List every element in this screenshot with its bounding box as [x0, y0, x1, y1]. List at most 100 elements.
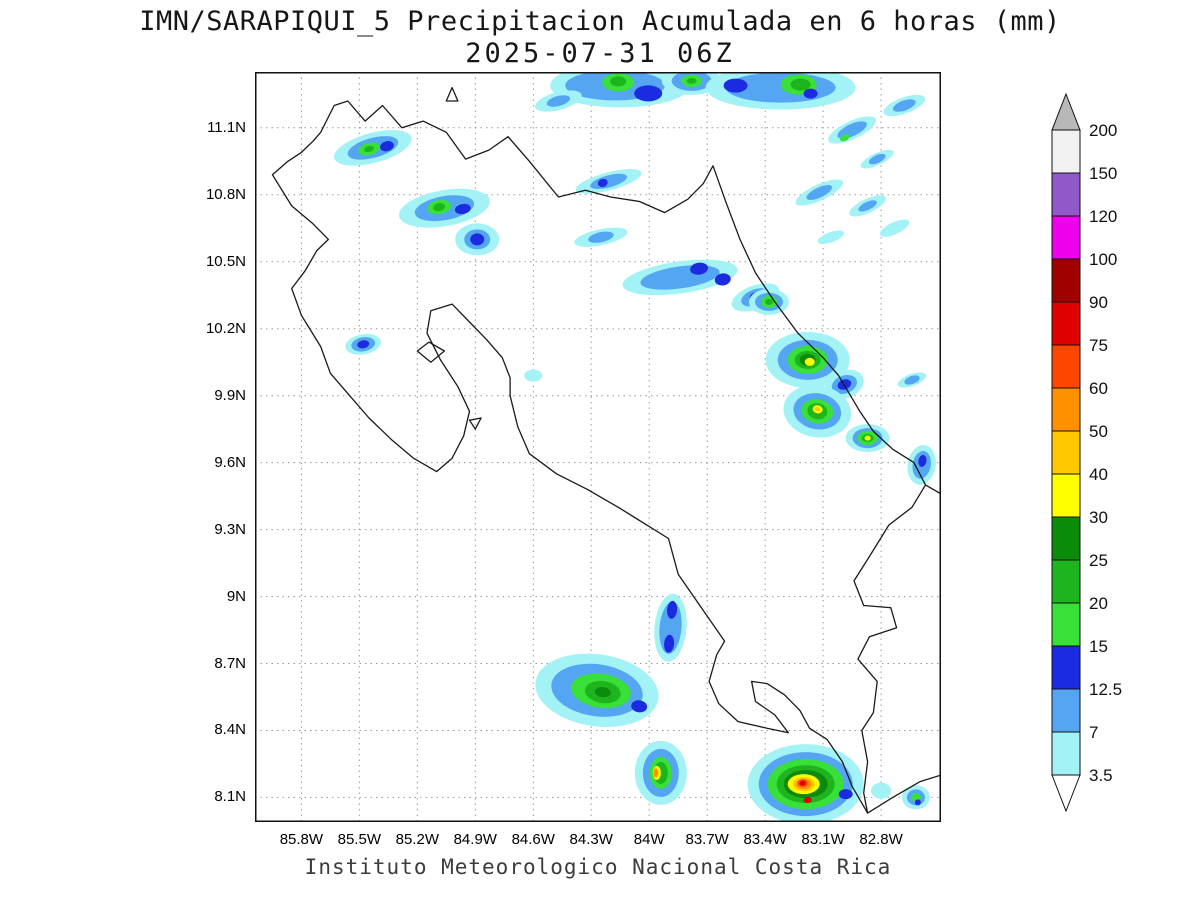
lon-tick-label: 85.2W [395, 831, 439, 848]
precip-cells [334, 72, 936, 822]
precip-layer-7mm [904, 375, 920, 385]
precip-layer-7mm [546, 95, 571, 107]
lat-tick-label: 10.5N [205, 252, 246, 270]
precip-layer-12.5mm [690, 262, 709, 275]
precip-layer-12.5mm [597, 178, 608, 188]
precip-cell-ne-coast-streak-a [795, 179, 844, 206]
colorbar-segment [1051, 172, 1081, 217]
precip-layer-7mm [868, 153, 886, 165]
precip-cell-ne-streak-3 [860, 149, 894, 169]
lat-tick-label: 9.9N [214, 386, 246, 404]
precip-cell-ne-streak-1 [883, 94, 926, 117]
precip-cell-caribbean-top-west [550, 72, 691, 108]
colorbar-label: 75 [1089, 336, 1108, 355]
precip-cell-guanacaste-central [398, 188, 490, 228]
precip-cell-caribbean-coast-cluster-c [783, 385, 852, 438]
coastline-group [271, 86, 941, 814]
lon-tick-label: 84W [633, 831, 665, 848]
precip-cell-ne-coast-streak-d [817, 230, 845, 244]
precip-cell-central-streak-1 [575, 169, 642, 194]
chart-subtitle-date: 2025-07-31 06Z [465, 38, 735, 69]
lon-tick-label: 84.9W [453, 831, 497, 848]
precip-cell-central-streak-2 [574, 227, 628, 247]
lat-tick-label: 8.1N [214, 788, 246, 806]
lon-tick-label: 83.7W [685, 831, 729, 848]
lon-tick-label: 84.3W [569, 831, 613, 848]
precip-layer-12.5mm [918, 455, 927, 467]
precip-cell-caribbean-coast-cluster-a [765, 331, 850, 388]
precip-cell-northern-zone-band [622, 259, 738, 296]
precip-layer-12.5mm [470, 233, 485, 246]
colorbar-segment [1051, 473, 1081, 518]
precip-cell-general-south-streak [654, 593, 687, 662]
chart-title-block: IMN/SARAPIQUI_5 Precipitacion Acumulada … [0, 6, 1200, 69]
colorbar-label: 120 [1089, 207, 1117, 226]
precip-layer-12.5mm [914, 799, 921, 806]
lon-tick-label: 84.6W [511, 831, 555, 848]
precip-cell-ne-coast-streak-b [849, 195, 886, 217]
precip-layer-3.5mm [524, 369, 543, 382]
lat-tick-label: 10.8N [205, 185, 246, 203]
colorbar-label: 200 [1089, 121, 1117, 140]
precip-layer-15mm [840, 134, 850, 142]
precip-layer-12.5mm [803, 88, 818, 99]
precip-layer-75mm [799, 780, 806, 786]
colorbar-arrow-top [1051, 92, 1081, 131]
colorbar-label: 40 [1089, 465, 1108, 484]
colorbar-segment [1051, 387, 1081, 432]
precip-layer-12.5mm [664, 634, 675, 653]
precip-cell-ne-coast-streak-c [879, 219, 910, 237]
colorbar-label: 25 [1089, 551, 1108, 570]
map-frame [255, 72, 941, 822]
precip-cell-sixaola-blob [907, 445, 936, 485]
colorbar-label: 15 [1089, 637, 1108, 656]
colorbar-arrow-bottom [1051, 774, 1081, 813]
precip-cell-osa-blob [634, 740, 687, 805]
precip-layer-12.5mm [454, 203, 471, 215]
colorbar-segment [1051, 645, 1081, 690]
precip-cell-caribbean-coast-streak-e [897, 372, 927, 388]
precip-layer-20mm [765, 298, 773, 305]
colorbar-label: 12.5 [1089, 680, 1122, 699]
precip-layer-7mm [806, 185, 833, 200]
precip-cell-caribbean-top-tail [535, 90, 582, 112]
lat-tick-label: 9.3N [214, 520, 246, 538]
precip-layer-3.5mm [817, 230, 845, 244]
colorbar-label: 50 [1089, 422, 1108, 441]
lat-tick-label: 8.4N [214, 721, 246, 739]
colorbar-segment [1051, 258, 1081, 303]
map-panel [255, 72, 941, 822]
colorbar-label: 150 [1089, 164, 1117, 183]
precip-cell-se-dot [871, 782, 892, 799]
coastline-lake-islet [445, 86, 459, 102]
precip-cell-caribbean-top-east [705, 72, 856, 110]
colorbar-segment [1051, 559, 1081, 604]
colorbar-label: 7 [1089, 723, 1098, 742]
precip-cell-guanacaste-south-ext [455, 223, 500, 256]
precip-layer-20mm [790, 78, 811, 91]
lat-tick-label: 9N [226, 587, 246, 605]
colorbar-segment [1051, 430, 1081, 475]
colorbar-segment [1051, 301, 1081, 346]
coastline-isla-tortuga [468, 417, 482, 430]
precip-layer-20mm [433, 203, 446, 212]
coastline-panama-caribbean-coast [925, 484, 941, 495]
colorbar-label: 90 [1089, 293, 1108, 312]
precip-layer-12.5mm [357, 340, 370, 349]
colorbar: 200 150 120 100 90 75 60 50 40 30 25 20 15 12.5 7 3.5 [1051, 92, 1122, 813]
coastline-panama-pacific-coast [867, 774, 941, 814]
precip-cell-ne-streak-2 [828, 116, 876, 144]
precip-layer-7mm [588, 231, 614, 243]
precip-layer-3.5mm [879, 219, 910, 237]
precip-cell-guanacaste-north [334, 130, 412, 166]
precip-cell-caribbean-coast-cluster-d [845, 424, 890, 453]
precip-layer-20mm [364, 145, 374, 153]
source-caption: Instituto Meteorologico Nacional Costa R… [304, 855, 892, 879]
colorbar-segment [1051, 344, 1081, 389]
precip-layer-30mm [864, 435, 871, 441]
lon-tick-label: 82.8W [859, 831, 903, 848]
lon-tick-label: 83.4W [743, 831, 787, 848]
lat-tick-label: 10.2N [205, 319, 246, 337]
precip-layer-12.5mm [667, 600, 678, 619]
